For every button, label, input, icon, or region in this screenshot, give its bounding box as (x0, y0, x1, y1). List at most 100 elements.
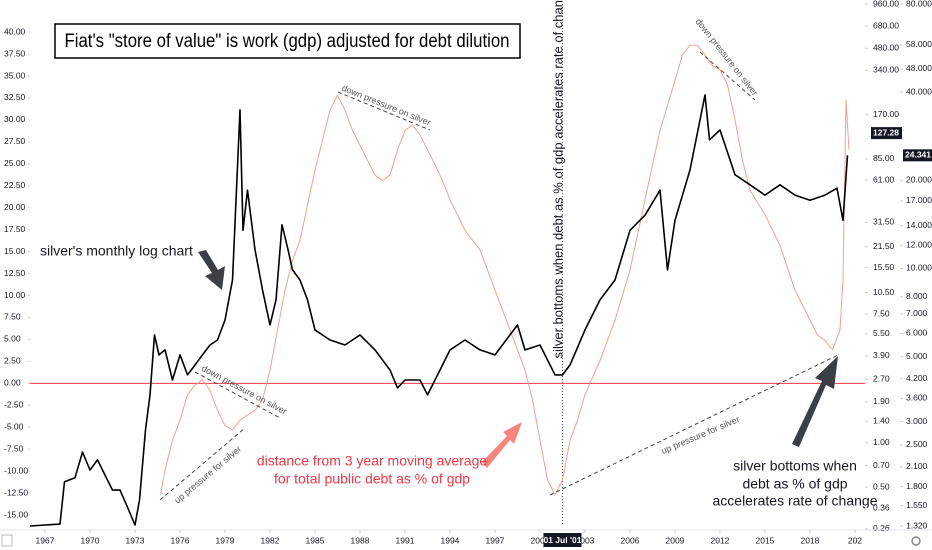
trend-line (194, 371, 281, 419)
trend-line (337, 91, 431, 131)
y3-tick-label: 15.50 (873, 262, 895, 272)
chart-title: Fiat's "store of value" is work (gdp) ad… (65, 31, 510, 52)
y2-tick-label: 48.000 (906, 63, 932, 73)
y2-tick-label: 2.100 (906, 461, 928, 471)
y3-tick-label: 0.50 (873, 481, 890, 491)
y3-tick-label: 61.00 (873, 174, 895, 184)
y2-tick-label: 3.000 (906, 416, 928, 426)
y2-tick-label: 6.000 (906, 328, 928, 338)
y-tick-label: -10.00 (4, 465, 28, 475)
x-tick-label: 1985 (306, 535, 325, 545)
x-tick-label: 1994 (441, 535, 460, 545)
y-tick-label: -12.50 (4, 487, 28, 497)
arrow (198, 250, 225, 290)
y-tick-label: 7.50 (4, 312, 21, 322)
y2-tick-label: 8.000 (906, 291, 928, 301)
y2-tick-label: 20.000 (906, 175, 932, 185)
y3-tick-label: 340.00 (873, 65, 899, 75)
x-tick-label: 2000 (531, 535, 550, 545)
y2-tick-label: 7.000 (906, 308, 928, 318)
x-tick-label: 2009 (666, 535, 685, 545)
x-tick-label: 1976 (171, 535, 190, 545)
x-tick-label: 2018 (800, 535, 819, 545)
arrow (482, 422, 522, 468)
x-tick-label: 1988 (351, 535, 370, 545)
y3-tick-label: 0.26 (873, 523, 890, 533)
trend-line (549, 354, 839, 496)
y2-tick-label: 1.800 (906, 481, 928, 491)
y-tick-label: 40.00 (4, 26, 26, 36)
cursor-label: 01 Jul '01 (543, 535, 581, 545)
x-tick-label: 2015 (755, 535, 774, 545)
current-label: 24.341 (905, 150, 931, 160)
y3-tick-label: 21.50 (873, 241, 895, 251)
annotation: silver bottoms when debt as % of gdp acc… (550, 0, 565, 358)
y-tick-label: 30.00 (4, 114, 26, 124)
trend-line (159, 427, 246, 501)
x-tick-label: 1979 (216, 535, 235, 545)
x-tick-label: 1967 (36, 535, 55, 545)
y2-tick-label: 5.000 (906, 351, 928, 361)
y2-tick-label: 2.500 (906, 439, 928, 449)
y-tick-label: 32.50 (4, 92, 26, 102)
y-tick-label: 12.50 (4, 268, 26, 278)
series-line (160, 44, 850, 496)
y-tick-label: 0.00 (4, 378, 21, 388)
y3-tick-label: 170.00 (873, 109, 899, 119)
y2-tick-label: 14.000 (906, 220, 932, 230)
y2-tick-label: 80.000 (906, 0, 932, 8)
y-tick-label: 35.00 (4, 70, 26, 80)
annotation: accelerates rate of change (713, 493, 878, 509)
y-tick-label: -7.50 (4, 443, 24, 453)
y2-tick-label: 12.000 (906, 240, 932, 250)
y2-tick-label: 4.200 (906, 373, 928, 383)
y-tick-label: -2.50 (4, 400, 24, 410)
y-tick-label: 27.50 (4, 136, 26, 146)
x-tick-label: 1973 (126, 535, 145, 545)
y-tick-label: 22.50 (4, 180, 26, 190)
series-line (29, 94, 849, 527)
current-label: 127.28 (873, 127, 899, 137)
y-tick-label: -15.00 (4, 509, 28, 519)
y-tick-label: -5.00 (4, 421, 24, 431)
x-tick-label: 1970 (81, 535, 100, 545)
y3-tick-label: 31.50 (873, 217, 895, 227)
y2-tick-label: 40.000 (906, 86, 932, 96)
y3-tick-label: 10.50 (873, 287, 895, 297)
annotation: silver bottoms when (733, 458, 857, 474)
x-tick-label: 1991 (396, 535, 415, 545)
x-tick-label: 2003 (576, 535, 595, 545)
arrow (792, 356, 838, 447)
y3-tick-label: 2.70 (873, 374, 890, 384)
y-tick-label: 5.00 (4, 334, 21, 344)
y2-tick-label: 58.000 (906, 39, 932, 49)
timezone-icon[interactable] (1, 534, 13, 547)
y3-tick-label: 1.00 (873, 437, 890, 447)
y3-tick-label: 960.00 (873, 0, 899, 8)
y3-tick-label: 0.70 (873, 460, 890, 470)
y-tick-label: 17.50 (4, 224, 26, 234)
annotation: debt as % of gdp (742, 476, 847, 492)
annotation: distance from 3 year moving average (257, 453, 488, 469)
x-tick-label: 2006 (621, 535, 640, 545)
settings-icon[interactable] (911, 536, 921, 546)
y-tick-label: 15.00 (4, 246, 26, 256)
y3-tick-label: 1.90 (873, 396, 890, 406)
y3-tick-label: 480.00 (873, 43, 899, 53)
y3-tick-label: 85.00 (873, 153, 895, 163)
y2-tick-label: 17.000 (906, 195, 932, 205)
x-tick-label: 202 (848, 535, 862, 545)
x-tick-label: 2012 (710, 535, 729, 545)
x-tick-label: 1982 (261, 535, 280, 545)
annotation: for total public debt as % of gdp (274, 471, 470, 487)
y-tick-label: 25.00 (4, 158, 26, 168)
y2-tick-label: 10.000 (906, 263, 932, 273)
marks (29, 4, 865, 527)
annotation: silver's monthly log chart (40, 243, 193, 259)
current-badge (903, 149, 932, 162)
y2-tick-label: 1.550 (906, 500, 928, 510)
y-tick-label: 2.50 (4, 356, 21, 366)
y3-tick-label: 7.50 (873, 308, 890, 318)
